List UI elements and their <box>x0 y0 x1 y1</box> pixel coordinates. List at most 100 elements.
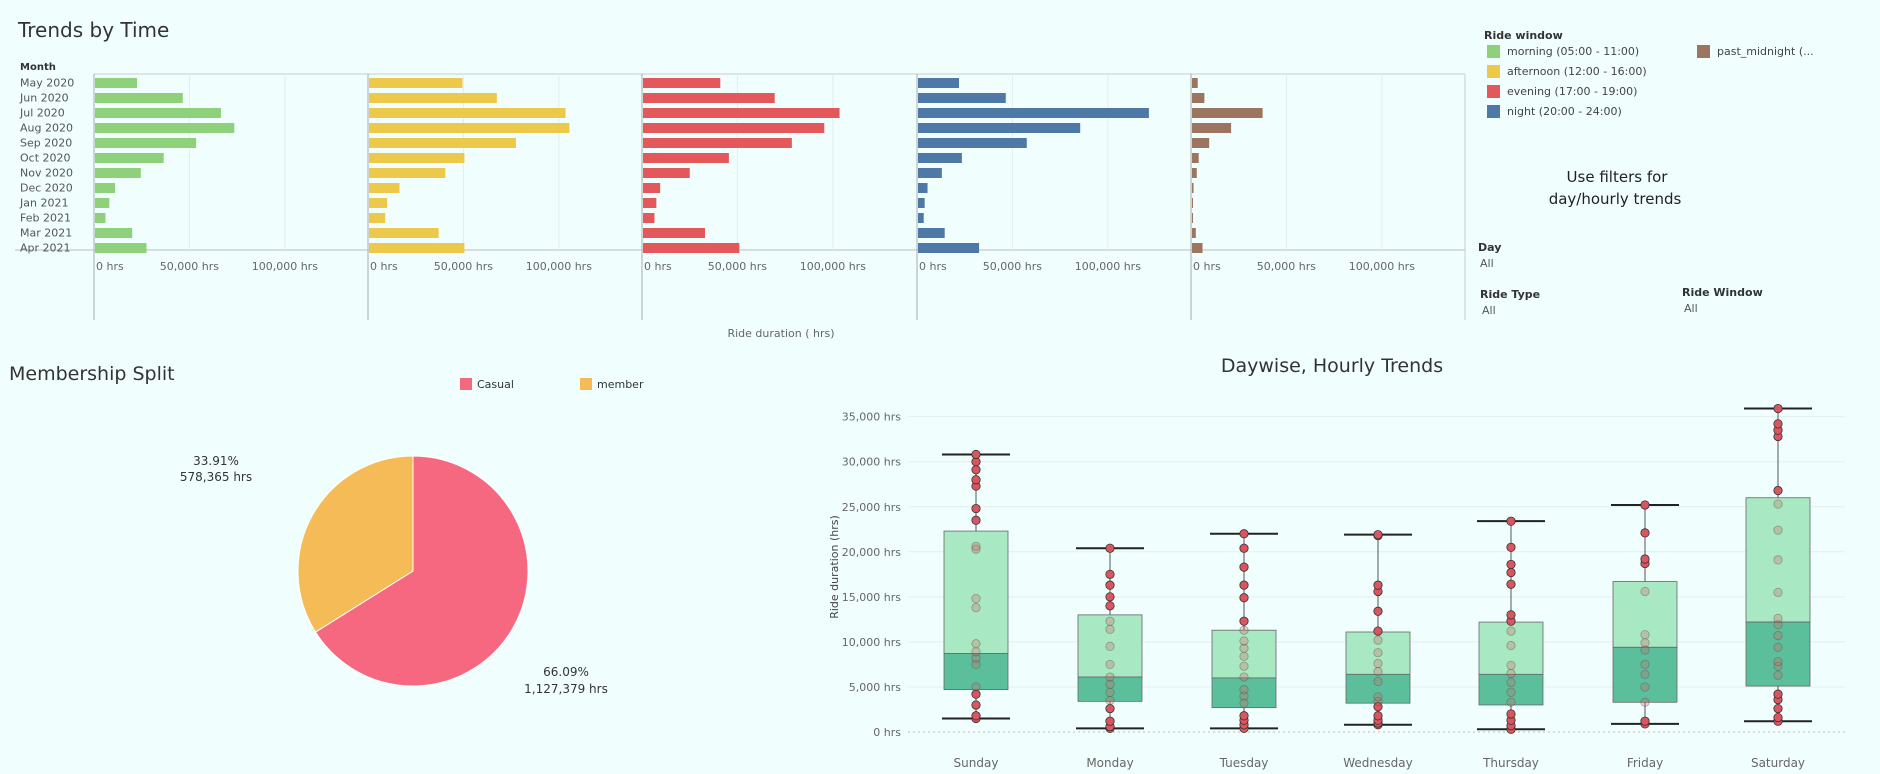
data-point[interactable] <box>1773 689 1783 699</box>
box-upper[interactable] <box>1612 581 1678 648</box>
bar[interactable] <box>95 93 183 103</box>
data-point[interactable] <box>971 682 981 692</box>
bar[interactable] <box>95 138 197 148</box>
bar[interactable] <box>643 168 690 178</box>
box-lower[interactable] <box>1745 621 1811 687</box>
data-point[interactable] <box>1239 672 1249 682</box>
bar[interactable] <box>369 243 465 253</box>
bar[interactable] <box>1192 153 1199 163</box>
data-point[interactable] <box>1506 567 1516 578</box>
pie-slice[interactable] <box>314 455 529 687</box>
data-point[interactable] <box>971 544 981 554</box>
legend-item-label[interactable]: morning (05:00 - 11:00) <box>1507 45 1639 58</box>
data-point[interactable] <box>1239 616 1249 626</box>
bar[interactable] <box>918 108 1149 118</box>
bar[interactable] <box>95 123 235 133</box>
bar[interactable] <box>918 198 925 208</box>
bar[interactable] <box>369 123 570 133</box>
data-point[interactable] <box>1105 580 1115 590</box>
bar[interactable] <box>1192 198 1193 208</box>
data-point[interactable] <box>1105 679 1115 689</box>
data-point[interactable] <box>1239 698 1249 708</box>
pie-legend-swatch[interactable] <box>580 378 592 390</box>
bar[interactable] <box>369 108 566 118</box>
data-point[interactable] <box>1506 677 1516 688</box>
data-point[interactable] <box>1373 692 1383 702</box>
data-point[interactable] <box>971 515 981 525</box>
data-point[interactable] <box>1640 716 1650 726</box>
box-lower[interactable] <box>943 653 1009 691</box>
data-point[interactable] <box>971 449 981 460</box>
bar[interactable] <box>1192 123 1232 133</box>
legend-swatch[interactable] <box>1487 65 1500 78</box>
data-point[interactable] <box>971 603 981 613</box>
data-point[interactable] <box>1239 625 1249 635</box>
data-point[interactable] <box>1640 586 1650 597</box>
data-point[interactable] <box>1373 635 1383 645</box>
data-point[interactable] <box>1773 525 1783 535</box>
day-filter-value[interactable]: All <box>1480 257 1494 270</box>
bar[interactable] <box>369 183 400 193</box>
legend-item-label[interactable]: past_midnight (... <box>1717 45 1814 58</box>
bar[interactable] <box>918 153 962 163</box>
bar[interactable] <box>1192 78 1198 88</box>
legend-item-label[interactable]: night (20:00 - 24:00) <box>1507 105 1622 118</box>
bar[interactable] <box>1192 168 1197 178</box>
box-upper[interactable] <box>1478 621 1544 675</box>
data-point[interactable] <box>1773 657 1783 667</box>
data-point[interactable] <box>1773 419 1783 429</box>
data-point[interactable] <box>1105 672 1115 682</box>
bar[interactable] <box>95 168 141 178</box>
data-point[interactable] <box>971 711 981 721</box>
data-point[interactable] <box>1105 716 1115 726</box>
data-point[interactable] <box>971 653 981 663</box>
legend-swatch[interactable] <box>1487 105 1500 118</box>
data-point[interactable] <box>1239 593 1249 603</box>
data-point[interactable] <box>1773 499 1783 509</box>
bar[interactable] <box>95 183 116 193</box>
box-upper[interactable] <box>1745 497 1811 623</box>
data-point[interactable] <box>1773 642 1783 652</box>
data-point[interactable] <box>1239 651 1249 661</box>
box-upper[interactable] <box>1211 629 1277 679</box>
data-point[interactable] <box>1105 687 1115 697</box>
legend-item-label[interactable]: evening (17:00 - 19:00) <box>1507 85 1637 98</box>
bar[interactable] <box>643 198 657 208</box>
legend-swatch[interactable] <box>1697 45 1710 58</box>
data-point[interactable] <box>1105 543 1115 553</box>
data-point[interactable] <box>1105 641 1115 652</box>
ride-window-filter-value[interactable]: All <box>1684 302 1698 315</box>
data-point[interactable] <box>1506 542 1516 552</box>
bar[interactable] <box>95 213 106 223</box>
bar[interactable] <box>643 213 655 223</box>
data-point[interactable] <box>1239 580 1249 590</box>
bar[interactable] <box>918 123 1081 133</box>
data-point[interactable] <box>1506 697 1516 707</box>
data-point[interactable] <box>1373 658 1383 669</box>
bar[interactable] <box>1192 138 1210 148</box>
data-point[interactable] <box>1640 669 1650 679</box>
bar[interactable] <box>643 228 706 238</box>
data-point[interactable] <box>1640 682 1650 692</box>
data-point[interactable] <box>1773 587 1783 597</box>
data-point[interactable] <box>1239 685 1249 695</box>
bar[interactable] <box>643 183 661 193</box>
data-point[interactable] <box>1373 676 1383 687</box>
data-point[interactable] <box>971 647 981 657</box>
bar[interactable] <box>643 138 792 148</box>
box-upper[interactable] <box>1077 614 1143 678</box>
data-point[interactable] <box>971 689 981 699</box>
data-point[interactable] <box>1640 528 1650 538</box>
data-point[interactable] <box>1239 643 1249 653</box>
data-point[interactable] <box>1773 630 1783 641</box>
data-point[interactable] <box>1506 626 1516 636</box>
data-point[interactable] <box>1239 529 1249 539</box>
data-point[interactable] <box>1773 703 1783 714</box>
data-point[interactable] <box>1373 702 1383 712</box>
data-point[interactable] <box>1105 616 1115 626</box>
data-point[interactable] <box>1373 711 1383 721</box>
bar[interactable] <box>1192 93 1205 103</box>
data-point[interactable] <box>1640 638 1650 648</box>
data-point[interactable] <box>971 700 981 710</box>
data-point[interactable] <box>971 503 981 514</box>
